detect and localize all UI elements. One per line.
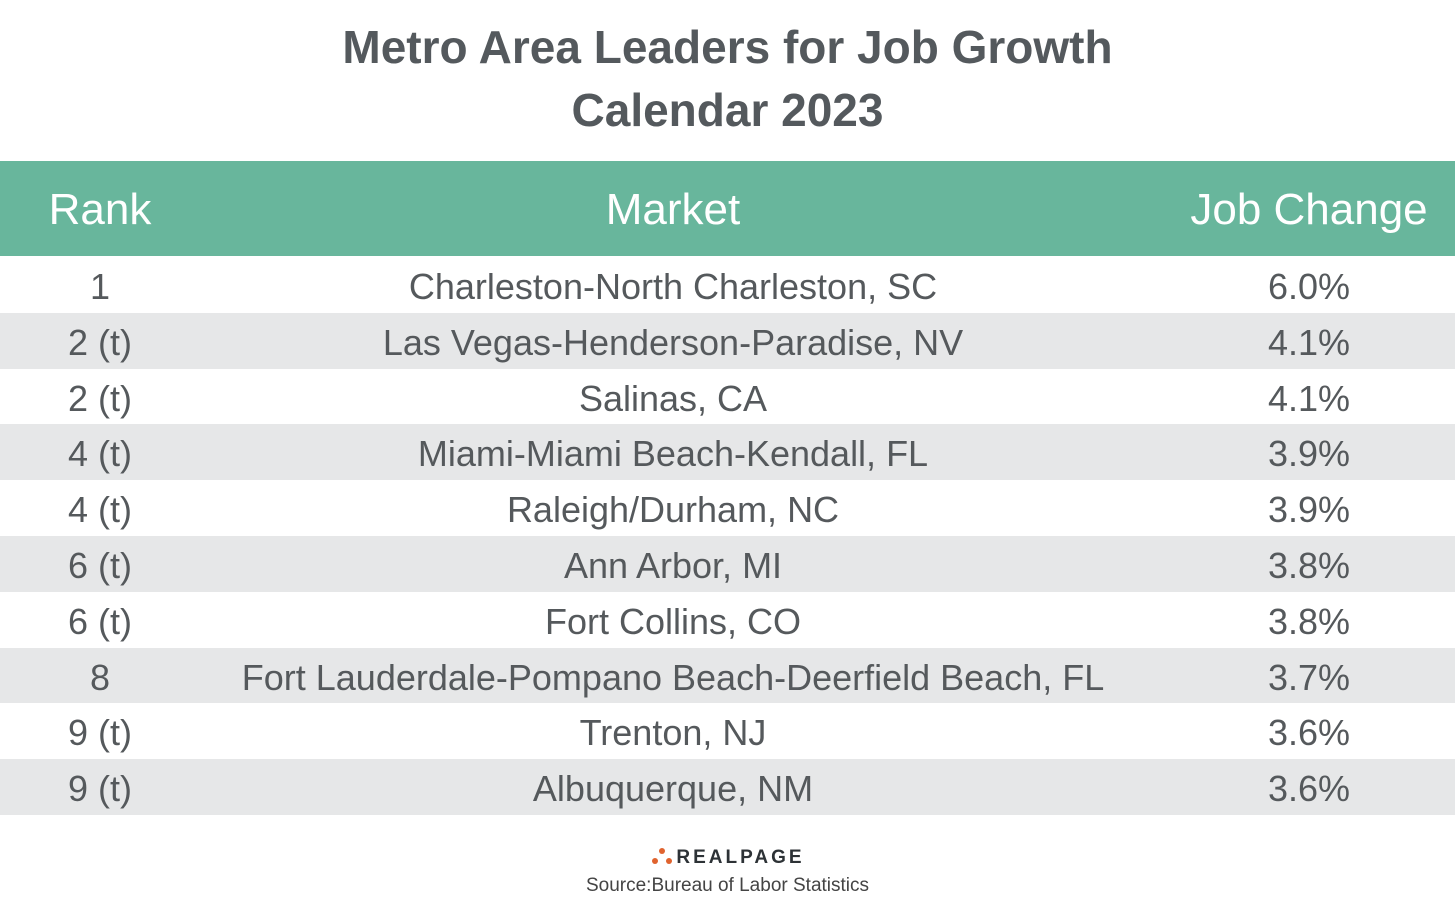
table-cell: Charleston-North Charleston, SC	[408, 266, 938, 307]
table-cell: 9 (t)	[67, 768, 133, 810]
table-cell: Fort Collins, CO	[544, 600, 802, 642]
table-cell: 2 (t)	[67, 377, 133, 419]
table-cell: Salinas, CA	[578, 377, 768, 419]
table-cell: 4.1%	[1267, 321, 1351, 363]
column-header: Rank	[48, 185, 152, 234]
table-cell: 3.9%	[1267, 489, 1351, 531]
table-row: 9 (t) Albuquerque, NM 3.6%	[0, 759, 1455, 816]
table-cell: 3.9%	[1267, 433, 1351, 475]
table-cell: 6 (t)	[67, 600, 133, 642]
table-cell: 4 (t)	[67, 433, 133, 475]
table-row: 1 Charleston-North Charleston, SC 6.0%	[0, 257, 1455, 313]
table-cell: 8	[89, 656, 111, 698]
table-row: 6 (t) Fort Collins, CO 3.8%	[0, 591, 1455, 648]
table-row: 8 Fort Lauderdale-Pompano Beach-Deerfield…	[0, 647, 1455, 704]
table-cell: 3.6%	[1267, 712, 1351, 754]
table-cell: 6 (t)	[67, 545, 133, 586]
table-cell: Las Vegas-Henderson-Paradise, NV	[382, 321, 964, 363]
logo: REALPAGE	[0, 845, 1455, 869]
table-cell: 9 (t)	[67, 712, 133, 754]
source-note: Source:Bureau of Labor Statistics	[585, 875, 870, 896]
table-cell: Fort Lauderdale-Pompano Beach-Deerfield …	[241, 656, 1105, 698]
table-header: Rank Market Job Change	[0, 161, 1455, 256]
subtitle: Calendar 2023	[571, 84, 884, 136]
table-cell: 3.8%	[1267, 600, 1351, 642]
logo-text: REALPAGE	[676, 847, 805, 868]
table-cell: Albuquerque, NM	[532, 768, 814, 810]
table-row: 9 (t) Trenton, NJ 3.6%	[0, 703, 1455, 760]
table-row: 2 (t) Las Vegas-Henderson-Paradise, NV 4.1…	[0, 312, 1455, 369]
logo-dots	[652, 848, 673, 864]
table-row: 2 (t) Salinas, CA 4.1%	[0, 368, 1455, 425]
table-cell: 3.8%	[1267, 545, 1351, 586]
table-row: 4 (t) Raleigh/Durham, NC 3.9%	[0, 480, 1455, 537]
table-cell: Raleigh/Durham, NC	[506, 489, 840, 531]
column-header: Market	[605, 185, 741, 234]
title: Metro Area Leaders for Job Growth	[342, 21, 1113, 73]
table-cell: 1	[89, 266, 111, 307]
table-row: 4 (t) Miami-Miami Beach-Kendall, FL 3.9%	[0, 424, 1455, 481]
column-header: Job Change	[1190, 185, 1428, 234]
table-cell: 3.7%	[1267, 656, 1351, 698]
table-cell: 2 (t)	[67, 321, 133, 363]
table-cell: 4 (t)	[67, 489, 133, 531]
table-row: 6 (t) Ann Arbor, MI 3.8%	[0, 536, 1455, 592]
table-cell: 3.6%	[1267, 768, 1351, 810]
table-cell: Trenton, NJ	[579, 712, 767, 754]
table-cell: 4.1%	[1267, 377, 1351, 419]
table-cell: Ann Arbor, MI	[563, 545, 783, 586]
table-cell: 6.0%	[1267, 266, 1351, 307]
table-cell: Miami-Miami Beach-Kendall, FL	[417, 433, 929, 475]
